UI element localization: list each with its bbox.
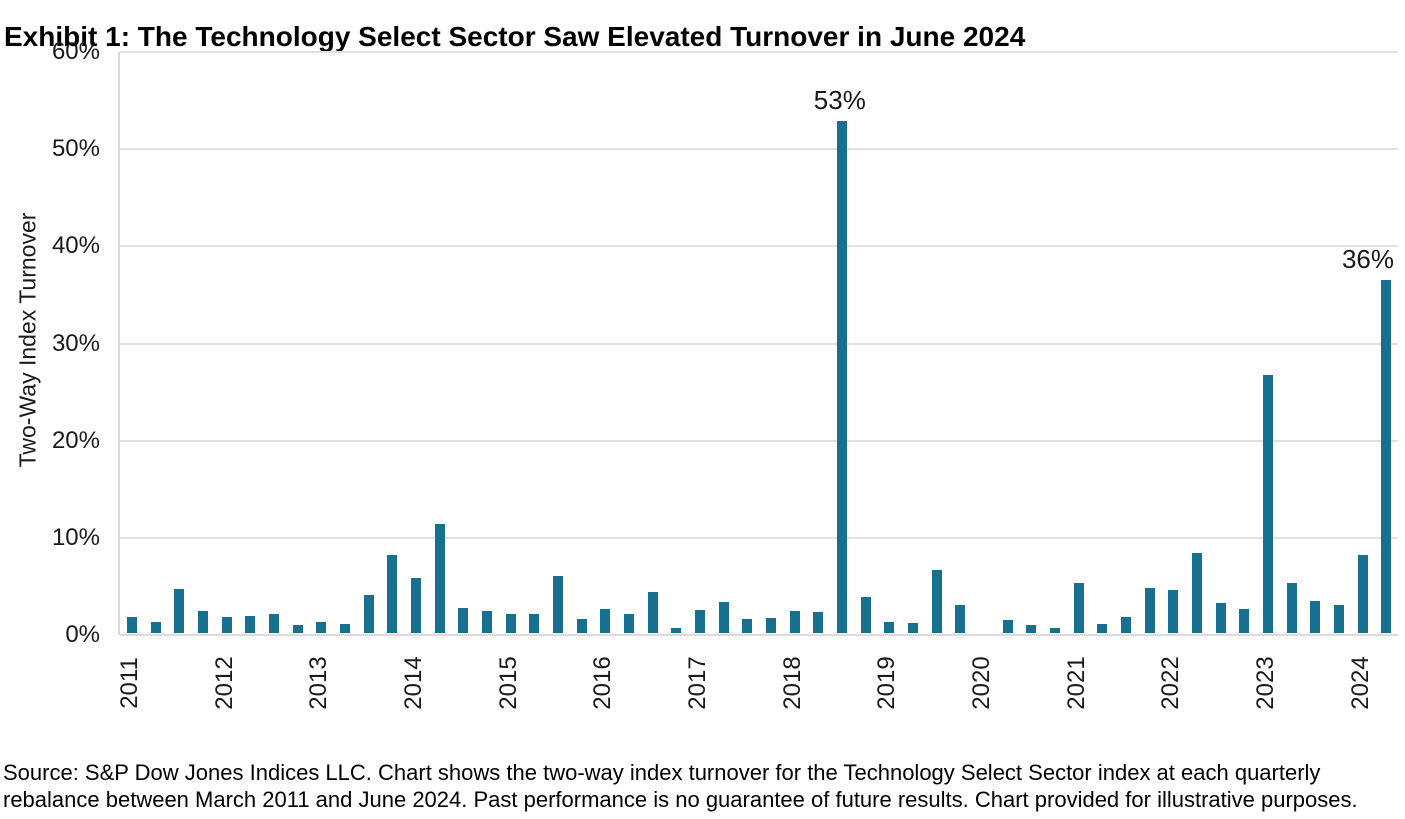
bar-2013-Q3 (363, 595, 374, 633)
bar-2023-Q2 (1286, 583, 1297, 633)
bar-2017-Q1 (694, 610, 705, 633)
bar-2014-Q2 (434, 524, 445, 633)
bar-2011-Q4 (197, 611, 208, 633)
bar-2012-Q3 (268, 614, 279, 633)
bar-2016-Q3 (647, 592, 658, 633)
bar-2020-Q3 (1026, 625, 1037, 633)
bar-2022-Q3 (1215, 603, 1226, 633)
bar-2013-Q4 (387, 555, 398, 633)
bar-2015-Q3 (552, 576, 563, 633)
bar-2014-Q1 (410, 578, 421, 633)
bar-2020-Q4 (1049, 628, 1060, 633)
bar-2024-Q2 (1381, 280, 1392, 633)
bar-2016-Q4 (671, 628, 682, 633)
bar-2013-Q1 (316, 622, 327, 633)
bar-2019-Q3 (931, 570, 942, 633)
y-tick-label: 50% (51, 135, 100, 163)
x-tick-label-2024: 2024 (1346, 656, 1374, 710)
bar-2020-Q2 (1002, 620, 1013, 633)
bar-2019-Q4 (955, 605, 966, 633)
bar-2012-Q1 (221, 617, 232, 633)
y-tick-label: 0% (65, 621, 100, 648)
bar-2022-Q2 (1191, 553, 1202, 633)
bar-2021-Q4 (1144, 588, 1155, 633)
bar-2018-Q4 (860, 597, 871, 633)
x-tick-label-2019: 2019 (873, 656, 901, 710)
x-tick-label-2013: 2013 (305, 656, 333, 710)
gridline (120, 245, 1398, 248)
bar-2018-Q2 (813, 612, 824, 633)
x-tick-label-2022: 2022 (1157, 656, 1185, 710)
x-tick-label-2015: 2015 (494, 656, 522, 710)
bar-2011-Q2 (150, 622, 161, 633)
bar-2024-Q1 (1357, 555, 1368, 633)
y-tick-label: 20% (51, 426, 100, 454)
x-tick-label-2020: 2020 (967, 656, 995, 710)
bar-2017-Q4 (765, 618, 776, 633)
bar-2023-Q1 (1262, 375, 1273, 633)
plot-area (118, 51, 1398, 636)
bar-2014-Q3 (458, 608, 469, 633)
chart-title: Exhibit 1: The Technology Select Sector … (4, 20, 1026, 52)
x-tick-label-2018: 2018 (778, 656, 806, 710)
bar-2018-Q1 (789, 611, 800, 633)
bar-2021-Q2 (1097, 624, 1108, 633)
bar-2022-Q4 (1239, 609, 1250, 633)
gridline (120, 148, 1398, 151)
y-tick-label: 40% (51, 232, 100, 260)
bar-2013-Q2 (339, 624, 350, 633)
y-tick-label: 60% (51, 38, 100, 65)
x-tick-label-2012: 2012 (210, 656, 238, 710)
bar-2017-Q2 (718, 602, 729, 633)
bar-2016-Q2 (623, 614, 634, 633)
gridline (120, 439, 1398, 442)
bar-2016-Q1 (600, 609, 611, 633)
bar-2022-Q1 (1168, 590, 1179, 633)
gridline (120, 342, 1398, 345)
bar-2012-Q4 (292, 625, 303, 633)
bar-2018-Q3 (836, 121, 847, 633)
bar-2015-Q4 (576, 619, 587, 633)
bar-2017-Q3 (742, 619, 753, 633)
bar-2019-Q2 (907, 623, 918, 633)
x-tick-label-2014: 2014 (399, 656, 427, 710)
bar-2011-Q1 (126, 617, 137, 633)
gridline (120, 536, 1398, 539)
x-tick-label-2017: 2017 (683, 656, 711, 710)
bar-2015-Q1 (505, 614, 516, 633)
x-tick-label-2016: 2016 (589, 656, 617, 710)
x-tick-label-2023: 2023 (1251, 656, 1279, 710)
bar-2023-Q3 (1310, 601, 1321, 633)
bar-2019-Q1 (884, 622, 895, 633)
bar-value-label: 53% (813, 84, 866, 115)
bar-2021-Q3 (1120, 617, 1131, 633)
bar-value-label: 36% (1341, 244, 1395, 275)
gridline (120, 51, 1398, 53)
source-note: Source: S&P Dow Jones Indices LLC. Chart… (3, 760, 1358, 812)
y-tick-label: 10% (51, 523, 100, 551)
x-tick-label-2011: 2011 (115, 657, 143, 709)
bar-2015-Q2 (529, 614, 540, 633)
bar-2011-Q3 (174, 589, 185, 633)
bar-2012-Q2 (245, 616, 256, 633)
bar-2021-Q1 (1073, 583, 1084, 633)
y-tick-label: 30% (51, 329, 100, 357)
gridline (120, 634, 1398, 636)
bar-2023-Q4 (1333, 605, 1344, 633)
bar-2014-Q4 (481, 611, 492, 633)
x-tick-label-2021: 2021 (1062, 656, 1090, 710)
